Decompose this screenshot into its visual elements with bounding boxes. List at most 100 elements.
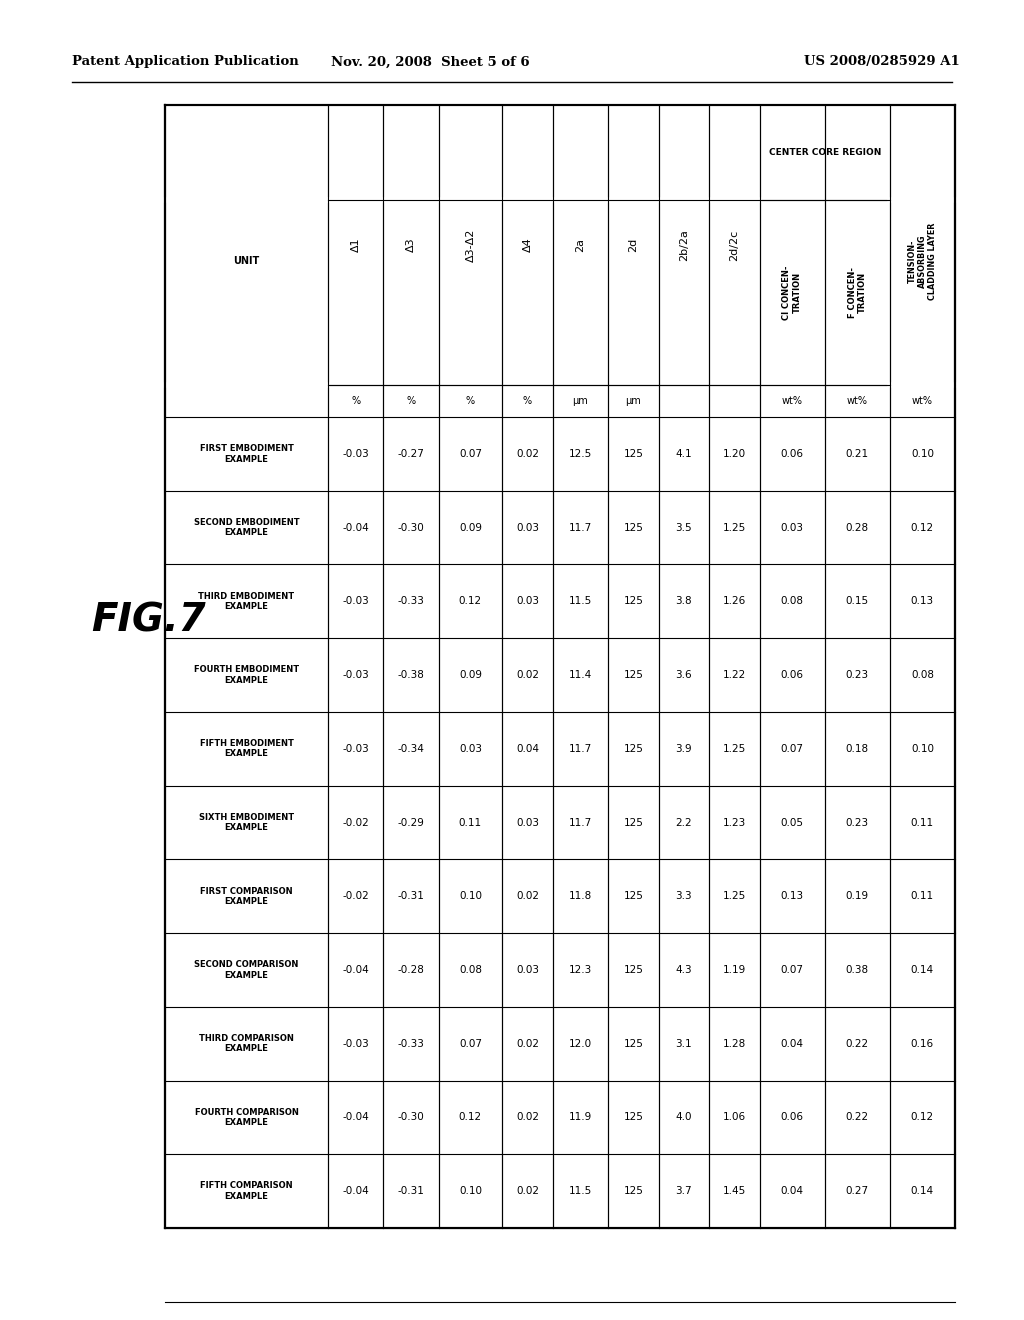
Text: 125: 125 bbox=[624, 1187, 643, 1196]
Text: FOURTH EMBODIMENT
EXAMPLE: FOURTH EMBODIMENT EXAMPLE bbox=[194, 665, 299, 685]
Text: 2d/2c: 2d/2c bbox=[729, 230, 739, 260]
Text: 11.9: 11.9 bbox=[568, 1113, 592, 1122]
Text: 0.22: 0.22 bbox=[846, 1039, 868, 1048]
Text: -0.03: -0.03 bbox=[342, 1039, 369, 1048]
Text: 125: 125 bbox=[624, 891, 643, 902]
Text: 0.13: 0.13 bbox=[911, 597, 934, 606]
Text: 0.19: 0.19 bbox=[846, 891, 868, 902]
Text: 1.25: 1.25 bbox=[723, 523, 745, 532]
Text: 0.16: 0.16 bbox=[911, 1039, 934, 1048]
Text: 4.3: 4.3 bbox=[676, 965, 692, 975]
Text: 0.08: 0.08 bbox=[911, 671, 934, 680]
Text: 0.28: 0.28 bbox=[846, 523, 868, 532]
Text: FIG.7: FIG.7 bbox=[91, 601, 206, 639]
Text: 1.22: 1.22 bbox=[723, 671, 745, 680]
Text: 11.4: 11.4 bbox=[568, 671, 592, 680]
Text: 125: 125 bbox=[624, 965, 643, 975]
Text: 0.05: 0.05 bbox=[780, 817, 804, 828]
Text: 0.21: 0.21 bbox=[846, 449, 868, 459]
Text: -0.34: -0.34 bbox=[397, 743, 424, 754]
Text: 1.23: 1.23 bbox=[723, 817, 745, 828]
Text: SECOND EMBODIMENT
EXAMPLE: SECOND EMBODIMENT EXAMPLE bbox=[194, 517, 299, 537]
Text: 0.03: 0.03 bbox=[516, 523, 539, 532]
Text: 0.02: 0.02 bbox=[516, 1187, 539, 1196]
Text: SIXTH EMBODIMENT
EXAMPLE: SIXTH EMBODIMENT EXAMPLE bbox=[199, 813, 294, 832]
Text: 0.11: 0.11 bbox=[459, 817, 482, 828]
Text: 0.06: 0.06 bbox=[780, 449, 804, 459]
Text: 12.0: 12.0 bbox=[568, 1039, 592, 1048]
Text: 0.03: 0.03 bbox=[516, 597, 539, 606]
Text: 3.1: 3.1 bbox=[676, 1039, 692, 1048]
Text: UNIT: UNIT bbox=[233, 256, 259, 267]
Text: 0.04: 0.04 bbox=[516, 743, 539, 754]
Text: -0.02: -0.02 bbox=[342, 891, 369, 902]
Text: 0.02: 0.02 bbox=[516, 449, 539, 459]
Text: 2b/2a: 2b/2a bbox=[679, 230, 689, 261]
Text: %: % bbox=[351, 396, 360, 407]
Text: US 2008/0285929 A1: US 2008/0285929 A1 bbox=[804, 55, 961, 69]
Text: Δ3: Δ3 bbox=[406, 238, 416, 252]
Text: SECOND COMPARISON
EXAMPLE: SECOND COMPARISON EXAMPLE bbox=[195, 960, 299, 979]
Text: μm: μm bbox=[626, 396, 641, 407]
Text: 0.11: 0.11 bbox=[911, 891, 934, 902]
Text: 0.07: 0.07 bbox=[780, 743, 804, 754]
Text: 1.26: 1.26 bbox=[723, 597, 745, 606]
Text: -0.04: -0.04 bbox=[342, 523, 369, 532]
Text: 11.5: 11.5 bbox=[568, 1187, 592, 1196]
Text: 0.14: 0.14 bbox=[911, 1187, 934, 1196]
Text: 125: 125 bbox=[624, 817, 643, 828]
Text: 0.07: 0.07 bbox=[780, 965, 804, 975]
Text: -0.04: -0.04 bbox=[342, 1187, 369, 1196]
Text: 0.09: 0.09 bbox=[459, 523, 482, 532]
Text: 3.8: 3.8 bbox=[676, 597, 692, 606]
Text: wt%: wt% bbox=[781, 396, 803, 407]
Text: 0.03: 0.03 bbox=[516, 817, 539, 828]
Text: 12.5: 12.5 bbox=[568, 449, 592, 459]
Text: 1.45: 1.45 bbox=[723, 1187, 745, 1196]
Text: wt%: wt% bbox=[847, 396, 867, 407]
Text: 0.15: 0.15 bbox=[846, 597, 868, 606]
Text: 4.0: 4.0 bbox=[676, 1113, 692, 1122]
Text: 11.8: 11.8 bbox=[568, 891, 592, 902]
Text: -0.29: -0.29 bbox=[397, 817, 424, 828]
Text: 0.27: 0.27 bbox=[846, 1187, 868, 1196]
Text: 0.13: 0.13 bbox=[780, 891, 804, 902]
Text: 1.19: 1.19 bbox=[723, 965, 745, 975]
Text: 0.06: 0.06 bbox=[780, 671, 804, 680]
Text: 125: 125 bbox=[624, 449, 643, 459]
Text: 0.23: 0.23 bbox=[846, 671, 868, 680]
Text: CENTER CORE REGION: CENTER CORE REGION bbox=[768, 148, 881, 157]
Text: 3.5: 3.5 bbox=[676, 523, 692, 532]
Text: 125: 125 bbox=[624, 671, 643, 680]
Text: 0.03: 0.03 bbox=[459, 743, 482, 754]
Text: 0.10: 0.10 bbox=[911, 449, 934, 459]
Text: Δ1: Δ1 bbox=[350, 238, 360, 252]
Text: 0.02: 0.02 bbox=[516, 1113, 539, 1122]
Text: 0.02: 0.02 bbox=[516, 671, 539, 680]
Text: FIRST EMBODIMENT
EXAMPLE: FIRST EMBODIMENT EXAMPLE bbox=[200, 444, 294, 463]
Text: 0.12: 0.12 bbox=[459, 1113, 482, 1122]
Text: FIRST COMPARISON
EXAMPLE: FIRST COMPARISON EXAMPLE bbox=[200, 887, 293, 906]
Text: -0.31: -0.31 bbox=[397, 891, 424, 902]
Text: 3.9: 3.9 bbox=[676, 743, 692, 754]
Text: -0.31: -0.31 bbox=[397, 1187, 424, 1196]
Text: 3.6: 3.6 bbox=[676, 671, 692, 680]
Text: -0.33: -0.33 bbox=[397, 597, 424, 606]
Text: 0.06: 0.06 bbox=[780, 1113, 804, 1122]
Text: 0.08: 0.08 bbox=[459, 965, 482, 975]
Text: -0.02: -0.02 bbox=[342, 817, 369, 828]
Text: 1.20: 1.20 bbox=[723, 449, 745, 459]
Text: -0.38: -0.38 bbox=[397, 671, 424, 680]
Text: 12.3: 12.3 bbox=[568, 965, 592, 975]
Text: 125: 125 bbox=[624, 1113, 643, 1122]
Text: -0.04: -0.04 bbox=[342, 965, 369, 975]
Text: -0.33: -0.33 bbox=[397, 1039, 424, 1048]
Text: 0.09: 0.09 bbox=[459, 671, 482, 680]
Text: 125: 125 bbox=[624, 523, 643, 532]
Text: 0.12: 0.12 bbox=[459, 597, 482, 606]
Text: 0.02: 0.02 bbox=[516, 891, 539, 902]
Text: %: % bbox=[466, 396, 475, 407]
Text: μm: μm bbox=[572, 396, 588, 407]
Text: -0.04: -0.04 bbox=[342, 1113, 369, 1122]
Text: 2d: 2d bbox=[629, 238, 638, 252]
